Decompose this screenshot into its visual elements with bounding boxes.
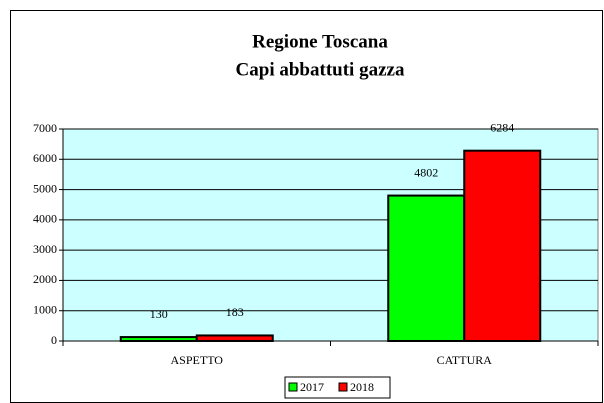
bar [195,334,274,342]
value-label: 4802 [414,165,438,179]
y-tick-label: 6000 [33,151,57,165]
x-tick-label: CATTURA [437,353,493,367]
value-label: 130 [150,307,168,321]
bar [119,336,198,343]
chart-title: Regione Toscana [252,31,388,52]
y-tick-label: 2000 [33,272,57,286]
chart-subtitle: Capi abbattuti gazza [236,59,405,80]
bar [387,194,466,342]
y-tick-label: 5000 [33,181,57,195]
legend-box [284,376,391,399]
bar [463,149,542,342]
legend-label: 2017 [300,380,324,394]
value-label: 183 [226,305,244,319]
x-tick-label: ASPETTO [171,353,224,367]
legend-label: 2018 [350,380,374,394]
y-tick-label: 1000 [33,302,57,316]
legend-swatch [338,382,348,392]
value-label: 6284 [490,120,514,134]
y-tick-label: 4000 [33,212,57,226]
y-tick-label: 3000 [33,242,57,256]
y-tick-label: 0 [51,333,57,347]
legend-swatch [288,382,298,392]
y-tick-label: 7000 [33,121,57,135]
